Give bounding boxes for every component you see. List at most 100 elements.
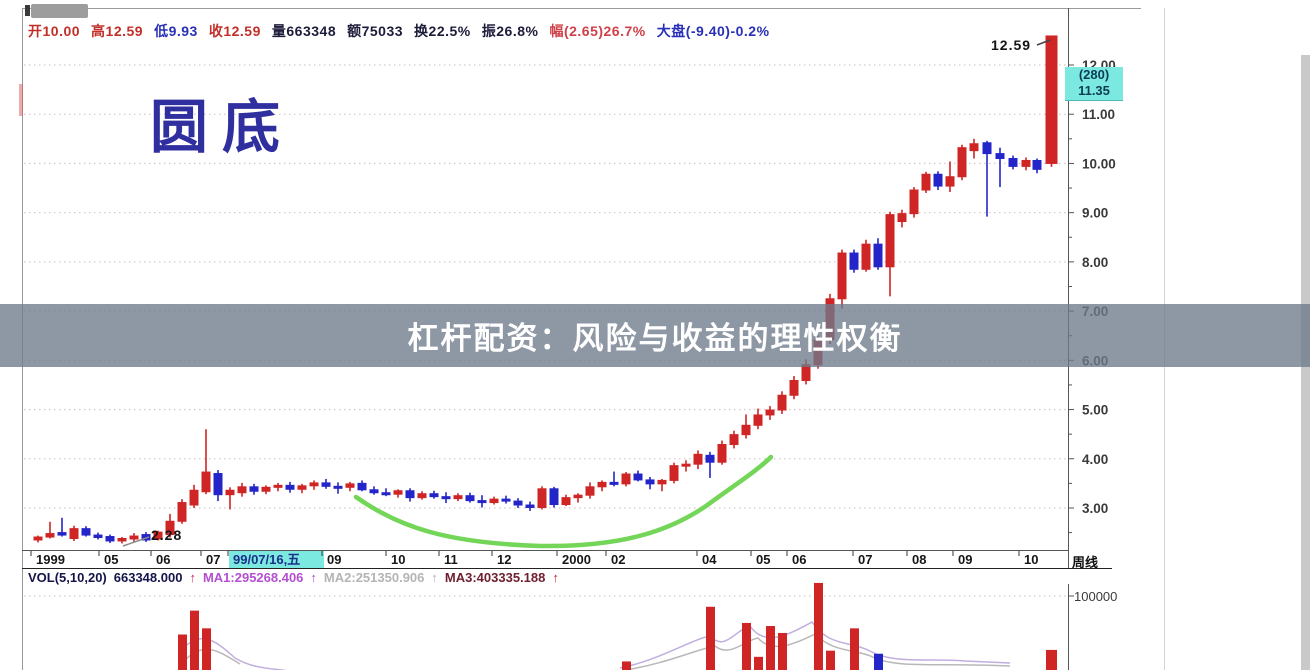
- candle: [81, 528, 91, 536]
- candle: [549, 488, 559, 506]
- candle: [873, 243, 883, 268]
- candle: [381, 492, 391, 496]
- candle: [801, 364, 811, 382]
- candle: [309, 482, 319, 487]
- volume-bar: [202, 628, 211, 670]
- candle: [453, 495, 463, 500]
- quote-stat: 开10.00: [28, 23, 81, 39]
- quote-stat: 幅(2.65)26.7%: [549, 23, 646, 39]
- x-axis-label: 07: [206, 552, 220, 567]
- candle: [261, 486, 271, 492]
- quote-stat: 低9.93: [154, 23, 198, 39]
- candle: [537, 488, 547, 508]
- candle: [369, 489, 379, 494]
- candle: [693, 453, 703, 465]
- marker-price-label: 11.35: [1078, 83, 1110, 98]
- volume-stat: VOL(5,10,20): [28, 570, 107, 585]
- candle: [765, 409, 775, 416]
- volume-stat: MA2:251350.906: [323, 570, 425, 585]
- x-axis-label: 09: [327, 552, 341, 567]
- quote-stat: 额75033: [347, 23, 404, 39]
- candle: [897, 213, 907, 223]
- volume-indicator-bar: VOL(5,10,20) 663348.000 ↑ MA1:295268.406 ↑ MA…: [28, 570, 559, 585]
- candle: [69, 528, 79, 539]
- candle: [465, 495, 475, 502]
- candle: [405, 490, 415, 499]
- candle: [45, 533, 55, 538]
- peak-price-label: 12.59: [991, 37, 1032, 53]
- candle: [717, 443, 727, 463]
- volume-bar: [850, 628, 859, 670]
- volume-bar: [874, 653, 883, 670]
- candle: [1021, 159, 1031, 167]
- redacted-stock-name: [31, 4, 88, 18]
- volume-bar: [190, 610, 199, 670]
- peak-pointer-line: [1036, 39, 1051, 46]
- volume-bar: [1046, 649, 1057, 670]
- x-axis-label: 12: [497, 552, 511, 567]
- candle: [789, 380, 799, 396]
- volume-bar: [826, 650, 835, 670]
- candle: [333, 485, 343, 489]
- candle: [129, 535, 139, 540]
- quote-info-bar: 开10.00 高12.59 低9.93 收12.59 量663348 额75033 换22.…: [28, 21, 770, 41]
- candle: [321, 482, 331, 487]
- candle: [477, 500, 487, 504]
- x-axis-label: 10: [1024, 552, 1038, 567]
- candle: [201, 471, 211, 493]
- volume-bar: [742, 622, 751, 670]
- candle: [165, 520, 175, 536]
- candle: [969, 143, 979, 152]
- x-axis-label: 99/07/16,五: [233, 552, 300, 567]
- volume-bar: [178, 634, 187, 670]
- candle: [189, 489, 199, 506]
- candle: [669, 465, 679, 481]
- cursor-artifact: [25, 5, 30, 16]
- current-price-marker: (280) 11.35: [1065, 67, 1123, 101]
- quote-stat: 量663348: [271, 23, 337, 39]
- candle: [1032, 159, 1042, 170]
- candle: [837, 252, 847, 300]
- low-pointer-line: [122, 536, 150, 547]
- candle: [609, 481, 619, 485]
- candle: [357, 482, 367, 491]
- volume-ma-line: [179, 621, 1011, 670]
- candle: [621, 473, 631, 485]
- candle: [597, 481, 607, 488]
- price-axis-label: 5.00: [1082, 403, 1108, 418]
- candle: [995, 153, 1005, 160]
- candle: [585, 486, 595, 496]
- candle: [849, 252, 859, 270]
- round-bottom-arc: [353, 454, 774, 549]
- candle: [105, 536, 115, 542]
- price-axis-label: 9.00: [1082, 206, 1108, 221]
- candle: [753, 414, 763, 426]
- selected-date-highlight: [229, 551, 324, 568]
- x-axis-label: 06: [792, 552, 806, 567]
- price-axis-label: 3.00: [1082, 501, 1108, 516]
- quote-stat: 收12.59: [208, 23, 261, 39]
- candle: [225, 489, 235, 496]
- candle: [117, 537, 127, 542]
- price-axis-label: 4.00: [1082, 452, 1108, 467]
- candle: [441, 496, 451, 500]
- candle: [657, 479, 667, 485]
- x-axis-label: 07: [858, 552, 872, 567]
- candle: [1008, 158, 1018, 167]
- volume-axis-tick-label: 100000: [1074, 589, 1118, 604]
- candle: [249, 486, 259, 492]
- candle: [93, 534, 103, 539]
- x-axis-label: 05: [104, 552, 118, 567]
- candle: [573, 494, 583, 499]
- volume-bar: [766, 626, 775, 670]
- x-axis-label: 04: [702, 552, 717, 567]
- candle: [741, 424, 751, 436]
- volume-stat: ↑: [431, 570, 438, 585]
- quote-stat: 振26.8%: [481, 23, 539, 39]
- volume-stat: MA3:403335.188: [444, 570, 546, 585]
- quote-stat: 换22.5%: [414, 23, 471, 39]
- candle: [633, 473, 643, 481]
- headline-title: 杠杆配资：风险与收益的理性权衡: [407, 321, 903, 356]
